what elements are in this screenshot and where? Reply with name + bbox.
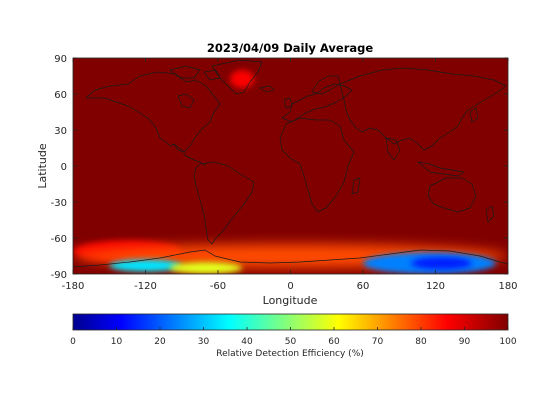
colorbar-tick-label: 30	[198, 337, 210, 347]
coastline-south-america	[193, 161, 255, 245]
y-axis-label: Latitude	[36, 143, 49, 189]
y-tick-label: 60	[54, 90, 67, 101]
colorbar-tick-label: 20	[154, 337, 166, 347]
coastline-africa	[279, 117, 355, 213]
heatmap-area	[73, 58, 508, 274]
y-tick-label: 30	[54, 126, 67, 137]
colorbar-tick-label: 40	[241, 337, 253, 347]
colorbar-label: Relative Detection Efficiency (%)	[216, 349, 364, 359]
y-tick-label: -60	[51, 234, 67, 245]
coastline-australia	[427, 177, 477, 213]
heatmap-region	[169, 262, 243, 274]
coastlines	[73, 59, 508, 268]
colorbar-tick-label: 0	[70, 337, 76, 347]
coastline-india	[385, 137, 401, 161]
heatmap-region	[230, 70, 255, 88]
y-tick-label: -30	[51, 198, 67, 209]
coastline-antarctica	[73, 249, 508, 268]
coastline-scandinavia	[311, 75, 341, 95]
colorbar-tick-label: 10	[111, 337, 123, 347]
chart-title: 2023/04/09 Daily Average	[207, 41, 374, 55]
colorbar-tick-label: 90	[459, 337, 471, 347]
coastline-asia	[339, 67, 507, 151]
y-axis-ticks: 90 60 30 0 -30 -60 -90	[51, 54, 508, 281]
coastline-europe	[281, 83, 353, 123]
x-tick-label: 60	[357, 281, 370, 292]
x-tick-label: 120	[426, 281, 445, 292]
x-tick-label: -60	[210, 281, 226, 292]
x-tick-label: 180	[498, 281, 517, 292]
heatmap-features	[73, 70, 508, 274]
y-tick-label: 90	[54, 54, 67, 65]
coastline-iceland	[259, 85, 275, 93]
heatmap-region	[411, 257, 472, 270]
coastline-madagascar	[351, 177, 361, 195]
colorbar-tick-label: 50	[285, 337, 297, 347]
x-tick-label: -180	[62, 281, 85, 292]
coastline-japan	[469, 107, 479, 123]
coastline-central-america	[173, 143, 207, 167]
coastline-new-zealand	[485, 205, 495, 223]
x-tick-label: -120	[134, 281, 157, 292]
coastline-hudson-bay	[177, 93, 195, 109]
colorbar-tick-label: 100	[499, 337, 516, 347]
heatmap-region	[109, 259, 182, 272]
coastline-north-america	[85, 71, 221, 153]
x-axis-ticks: -180 -120 -60 0 60 120 180	[62, 58, 518, 292]
y-tick-label: -90	[51, 270, 67, 281]
coastline-greenland	[211, 59, 263, 95]
y-tick-label: 0	[61, 162, 67, 173]
coastline-britain	[283, 97, 293, 109]
coastline-indonesia	[417, 161, 465, 177]
colorbar-tick-label: 60	[328, 337, 340, 347]
x-axis-label: Longitude	[263, 294, 318, 307]
x-tick-label: 0	[287, 281, 293, 292]
colorbar-tick-label: 80	[415, 337, 427, 347]
colorbar-ticks: 0 10 20 30 40 50 60 70 80 90 100	[70, 327, 517, 347]
colorbar-tick-label: 70	[372, 337, 384, 347]
